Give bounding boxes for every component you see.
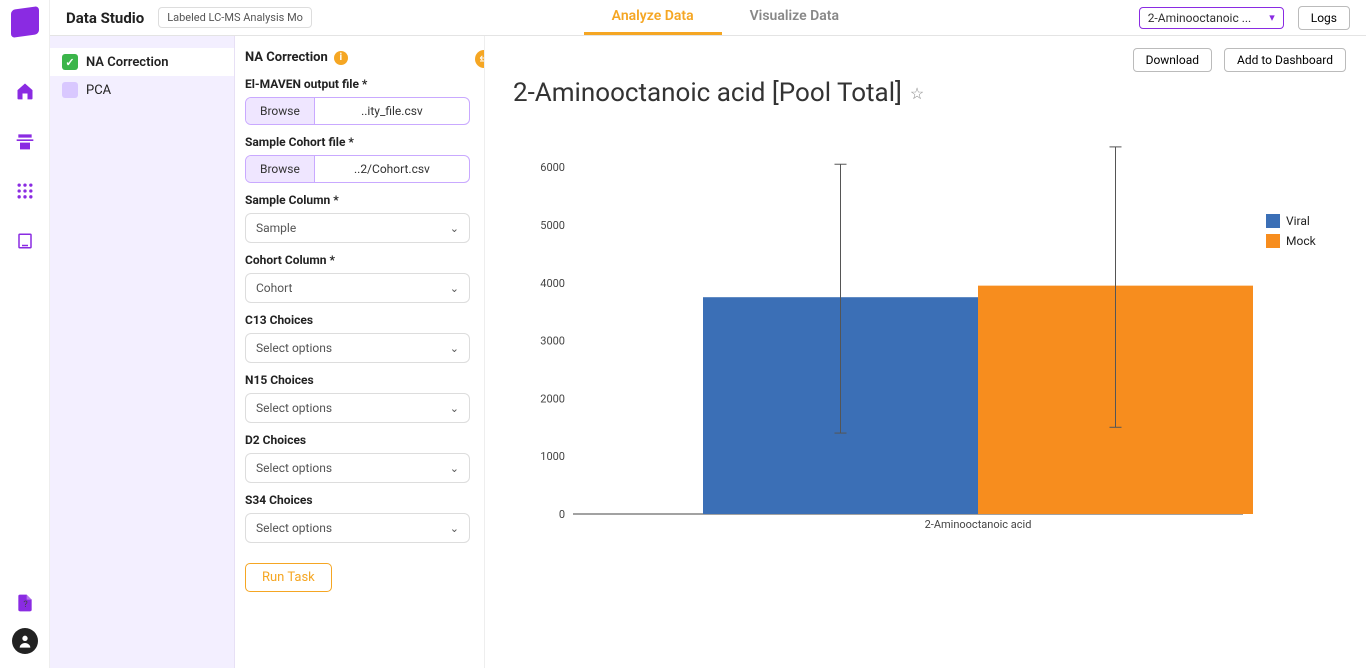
form-heading: NA Correction xyxy=(245,50,328,65)
svg-text:3000: 3000 xyxy=(540,335,565,348)
file-name: ..ity_file.csv xyxy=(315,98,469,124)
top-bar: Data Studio Labeled LC-MS Analysis Mo An… xyxy=(50,0,1366,36)
legend-item[interactable]: Viral xyxy=(1266,214,1346,228)
chevron-down-icon: ⌄ xyxy=(450,522,459,535)
field-label: D2 Choices xyxy=(245,433,470,447)
svg-text:5000: 5000 xyxy=(540,219,565,232)
apps-icon[interactable] xyxy=(14,180,36,202)
step-item[interactable]: ✓ NA Correction xyxy=(50,48,234,76)
favorite-icon[interactable]: ☆ xyxy=(910,84,924,103)
field-label: N15 Choices xyxy=(245,373,470,387)
form-panel: ⇆ NA Correction i El-MAVEN output file *… xyxy=(235,36,485,668)
sample-column-select[interactable]: Sample ⌄ xyxy=(245,213,470,243)
svg-text:2000: 2000 xyxy=(540,392,565,405)
d2-select[interactable]: Select options ⌄ xyxy=(245,453,470,483)
app-logo xyxy=(11,6,39,38)
run-task-button[interactable]: Run Task xyxy=(245,563,332,592)
chevron-down-icon: ⌄ xyxy=(450,222,459,235)
browse-button[interactable]: Browse xyxy=(246,156,315,182)
help-icon[interactable]: ? xyxy=(14,592,36,614)
step-item[interactable]: PCA xyxy=(50,76,234,104)
chevron-down-icon: ⌄ xyxy=(450,402,459,415)
steps-panel: ✓ NA Correction PCA xyxy=(50,36,235,668)
chart-title: 2-Aminooctanoic acid [Pool Total] xyxy=(513,78,902,108)
field-label: Sample Cohort file * xyxy=(245,135,470,149)
legend-label: Viral xyxy=(1286,214,1310,228)
file-name: ..2/Cohort.csv xyxy=(315,156,469,182)
step-label: NA Correction xyxy=(86,55,168,70)
download-button[interactable]: Download xyxy=(1133,48,1212,72)
chevron-down-icon: ⌄ xyxy=(450,342,459,355)
svg-text:6000: 6000 xyxy=(540,161,565,174)
select-value: Cohort xyxy=(256,281,292,295)
svg-text:?: ? xyxy=(23,600,27,610)
svg-text:2-Aminooctanoic acid: 2-Aminooctanoic acid xyxy=(925,518,1032,531)
field-label: El-MAVEN output file * xyxy=(245,77,470,91)
legend-label: Mock xyxy=(1286,234,1316,248)
tab-visualize[interactable]: Visualize Data xyxy=(722,0,867,35)
chevron-down-icon: ⌄ xyxy=(450,462,459,475)
svg-text:0: 0 xyxy=(559,508,565,521)
chart-legend: Viral Mock xyxy=(1266,114,1346,660)
chart-panel: Download Add to Dashboard 2-Aminooctanoi… xyxy=(485,36,1366,668)
user-avatar[interactable] xyxy=(12,628,38,654)
select-value: Select options xyxy=(256,341,332,355)
svg-text:1000: 1000 xyxy=(540,450,565,463)
home-icon[interactable] xyxy=(14,80,36,102)
cohort-file-input[interactable]: Browse ..2/Cohort.csv xyxy=(245,155,470,183)
select-value: Select options xyxy=(256,401,332,415)
c13-select[interactable]: Select options ⌄ xyxy=(245,333,470,363)
bar-chart: 0 1000 2000 3000 4000 5000 6000 2-Aminooctanoic… xyxy=(513,114,1266,660)
breadcrumb[interactable]: Labeled LC-MS Analysis Mo xyxy=(158,7,312,28)
field-label: C13 Choices xyxy=(245,313,470,327)
svg-text:4000: 4000 xyxy=(540,277,565,290)
field-label: Cohort Column * xyxy=(245,253,470,267)
step-label: PCA xyxy=(86,83,111,98)
browse-button[interactable]: Browse xyxy=(246,98,315,124)
cohort-column-select[interactable]: Cohort ⌄ xyxy=(245,273,470,303)
storage-icon[interactable] xyxy=(14,230,36,252)
elmaven-file-input[interactable]: Browse ..ity_file.csv xyxy=(245,97,470,125)
select-value: Select options xyxy=(256,461,332,475)
nav-rail: ? xyxy=(0,0,50,668)
compound-select-value: 2-Aminooctanoic ... xyxy=(1148,11,1252,25)
legend-swatch xyxy=(1266,214,1280,228)
chevron-down-icon: ▾ xyxy=(1269,11,1275,24)
chevron-down-icon: ⌄ xyxy=(450,282,459,295)
workspace-icon[interactable] xyxy=(14,130,36,152)
s34-select[interactable]: Select options ⌄ xyxy=(245,513,470,543)
select-value: Select options xyxy=(256,521,332,535)
field-label: Sample Column * xyxy=(245,193,470,207)
app-title: Data Studio xyxy=(66,9,144,27)
pending-icon xyxy=(62,82,78,98)
n15-select[interactable]: Select options ⌄ xyxy=(245,393,470,423)
tab-analyze[interactable]: Analyze Data xyxy=(584,0,722,35)
panel-resize-handle[interactable]: ⇆ xyxy=(475,50,485,68)
select-value: Sample xyxy=(256,221,296,235)
add-to-dashboard-button[interactable]: Add to Dashboard xyxy=(1224,48,1346,72)
legend-swatch xyxy=(1266,234,1280,248)
field-label: S34 Choices xyxy=(245,493,470,507)
info-icon[interactable]: i xyxy=(334,51,348,65)
legend-item[interactable]: Mock xyxy=(1266,234,1346,248)
compound-select[interactable]: 2-Aminooctanoic ... ▾ xyxy=(1139,7,1284,29)
logs-button[interactable]: Logs xyxy=(1298,6,1350,30)
check-icon: ✓ xyxy=(62,54,78,70)
